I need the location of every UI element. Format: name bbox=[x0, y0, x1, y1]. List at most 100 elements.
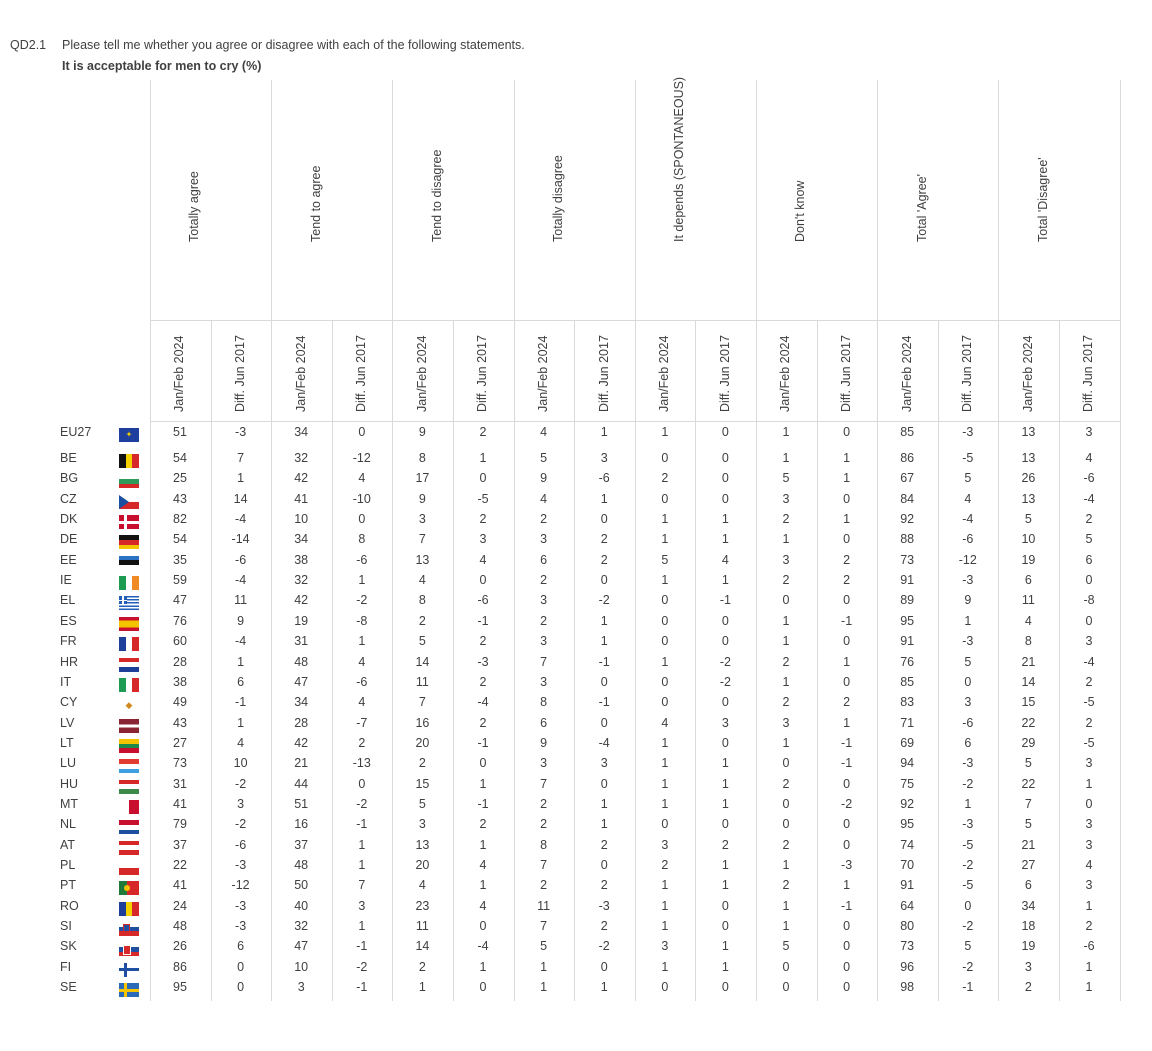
value-cell: 7 bbox=[540, 858, 548, 872]
value-cell: 0 bbox=[479, 919, 487, 934]
pt-flag-icon bbox=[119, 881, 139, 896]
value-cell: 95 bbox=[900, 817, 915, 832]
value-cell: 0 bbox=[600, 674, 608, 689]
value-cell: 9 bbox=[540, 735, 548, 750]
table-row: AT 37 -6 37 1 13 1 8 2 3 2 2 0 74 -5 21 3 bbox=[0, 838, 1152, 858]
value-cell: 1 bbox=[782, 634, 790, 649]
value-cell: 22 bbox=[1021, 715, 1036, 730]
value-cell: 0 bbox=[600, 776, 608, 791]
value-cell: -1 bbox=[356, 817, 368, 832]
value-cell: 6 bbox=[1085, 552, 1093, 567]
value-cell: -3 bbox=[235, 919, 247, 934]
sk-flag-icon bbox=[119, 942, 139, 957]
sub-header-label: Jan/Feb 2024 bbox=[778, 335, 793, 412]
value-cell: 1 bbox=[479, 837, 487, 852]
value-cell: 1 bbox=[600, 634, 608, 649]
group-divider bbox=[877, 80, 879, 1001]
value-cell: 1 bbox=[237, 715, 245, 730]
value-cell: 48 bbox=[173, 919, 187, 934]
value-cell: 1 bbox=[843, 654, 851, 669]
value-cell: 5 bbox=[1024, 756, 1032, 771]
value-cell: 6 bbox=[237, 939, 245, 954]
country-code: BE bbox=[60, 451, 77, 465]
sub-header-label: Diff. Jun 2017 bbox=[475, 335, 490, 412]
value-cell: 3 bbox=[661, 837, 669, 852]
value-cell: 42 bbox=[294, 593, 309, 608]
hu-flag-icon bbox=[119, 779, 139, 794]
sub-divider bbox=[210, 320, 212, 1001]
value-cell: 1 bbox=[1085, 980, 1093, 995]
value-cell: 8 bbox=[540, 837, 548, 852]
value-cell: 28 bbox=[294, 715, 309, 730]
value-cell: 86 bbox=[173, 959, 187, 974]
value-cell: -5 bbox=[477, 491, 489, 506]
es-flag-icon bbox=[119, 616, 139, 631]
country-code: ES bbox=[60, 613, 77, 628]
value-cell: 27 bbox=[1021, 858, 1036, 872]
value-cell: 25 bbox=[173, 471, 187, 486]
value-cell: 75 bbox=[900, 776, 915, 791]
value-cell: 7 bbox=[540, 919, 548, 934]
value-cell: 2 bbox=[600, 837, 608, 852]
value-cell: 91 bbox=[900, 878, 915, 893]
value-cell: 2 bbox=[661, 858, 669, 872]
value-cell: 0 bbox=[721, 613, 729, 628]
value-cell: -1 bbox=[962, 980, 974, 995]
sub-header-label: Diff. Jun 2017 bbox=[1081, 335, 1096, 412]
value-cell: 2 bbox=[479, 674, 487, 689]
value-cell: -2 bbox=[356, 796, 368, 811]
sub-header-label: Diff. Jun 2017 bbox=[717, 335, 732, 412]
value-cell: -10 bbox=[352, 491, 371, 506]
value-cell: 1 bbox=[661, 756, 669, 771]
table-row: CZ 43 14 41 -10 9 -5 4 1 0 0 3 0 84 4 13 -4 bbox=[0, 492, 1152, 512]
value-cell: 0 bbox=[1085, 613, 1093, 628]
value-cell: 0 bbox=[843, 491, 851, 506]
value-cell: 2 bbox=[358, 735, 366, 750]
value-cell: 1 bbox=[600, 980, 608, 995]
value-cell: 31 bbox=[173, 776, 187, 791]
group-header-label: Total 'Disagree' bbox=[1035, 157, 1050, 242]
value-cell: 2 bbox=[600, 552, 608, 567]
value-cell: 1 bbox=[964, 796, 972, 811]
table-row: LT 27 4 42 2 20 -1 9 -4 1 0 1 -1 69 6 29 -5 bbox=[0, 736, 1152, 756]
value-cell: -2 bbox=[719, 654, 731, 669]
table-row: EL 47 11 42 -2 8 -6 3 -2 0 -1 0 0 89 9 11 -8 bbox=[0, 593, 1152, 613]
it-flag-icon bbox=[119, 677, 139, 692]
value-cell: 1 bbox=[661, 512, 669, 527]
value-cell: 85 bbox=[900, 674, 915, 689]
value-cell: 7 bbox=[358, 878, 366, 893]
value-cell: 1 bbox=[600, 491, 608, 506]
value-cell: 3 bbox=[1085, 878, 1093, 893]
value-cell: 1 bbox=[661, 898, 669, 913]
value-cell: 7 bbox=[418, 532, 426, 547]
country-code: NL bbox=[60, 817, 76, 832]
value-cell: 0 bbox=[661, 817, 669, 832]
sub-header-label: Diff. Jun 2017 bbox=[232, 335, 247, 412]
country-code: RO bbox=[60, 898, 79, 913]
lt-flag-icon bbox=[119, 738, 139, 753]
value-cell: 23 bbox=[415, 898, 430, 913]
value-cell: 50 bbox=[294, 878, 309, 893]
value-cell: -12 bbox=[231, 878, 250, 893]
value-cell: 1 bbox=[782, 898, 790, 913]
value-cell: 2 bbox=[479, 512, 487, 527]
value-cell: -2 bbox=[962, 858, 974, 872]
value-cell: 1 bbox=[661, 573, 669, 588]
value-cell: 0 bbox=[721, 817, 729, 832]
value-cell: 4 bbox=[540, 491, 548, 506]
value-cell: -4 bbox=[235, 512, 247, 527]
value-cell: 10 bbox=[233, 756, 248, 771]
nl-flag-icon bbox=[119, 820, 139, 835]
value-cell: 1 bbox=[479, 878, 487, 893]
value-cell: 10 bbox=[294, 959, 309, 974]
value-cell: 7 bbox=[418, 695, 426, 710]
country-code: PL bbox=[60, 858, 76, 872]
value-cell: 2 bbox=[600, 919, 608, 934]
value-cell: 16 bbox=[415, 715, 430, 730]
value-cell: 8 bbox=[418, 593, 426, 608]
value-cell: 1 bbox=[721, 796, 729, 811]
value-cell: 4 bbox=[358, 471, 366, 486]
ee-flag-icon bbox=[119, 555, 139, 570]
value-cell: 38 bbox=[294, 552, 309, 567]
value-cell: 3 bbox=[782, 491, 790, 506]
